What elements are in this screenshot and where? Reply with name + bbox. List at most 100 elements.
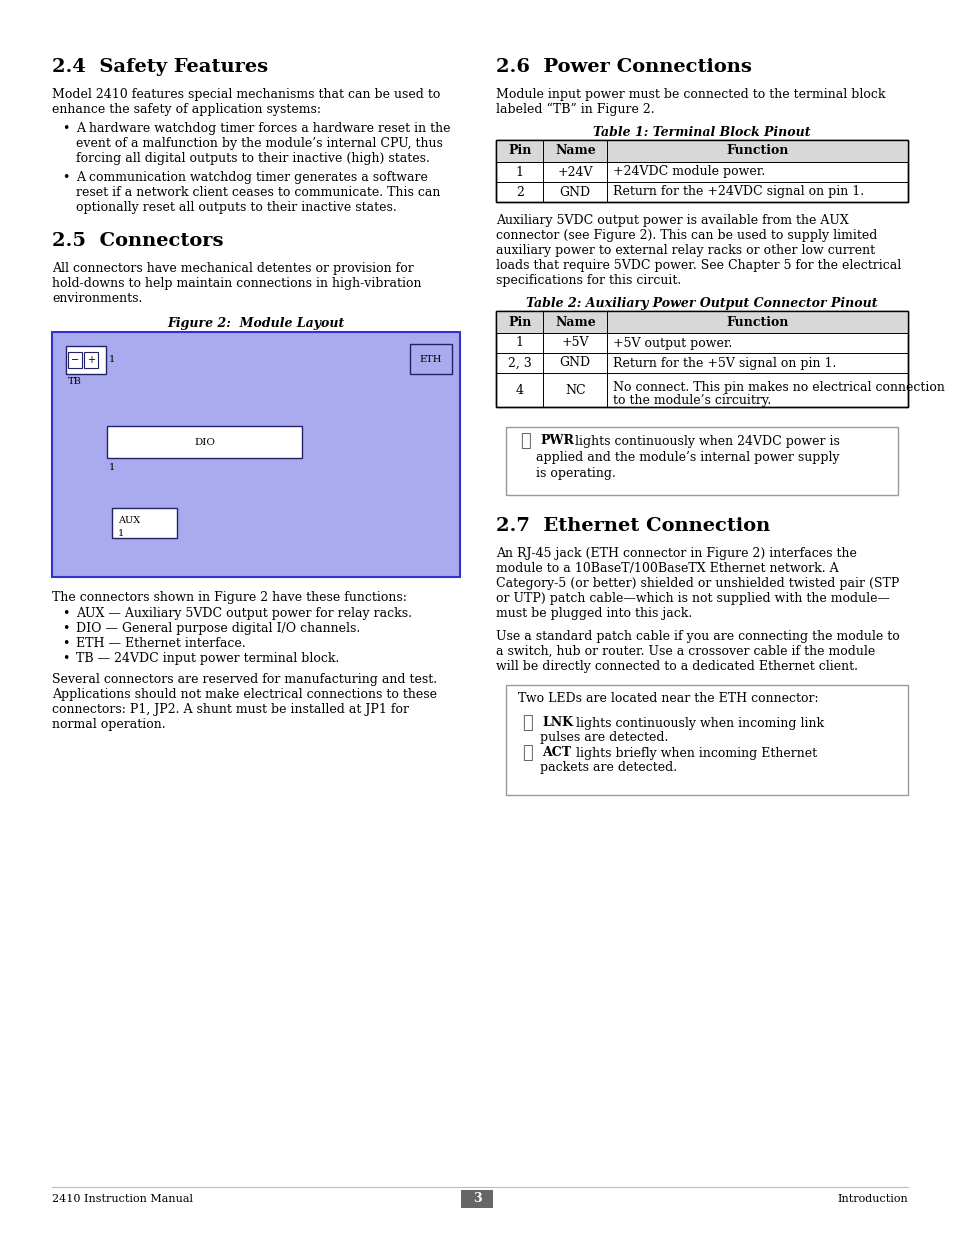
Text: to the module’s circuitry.: to the module’s circuitry. [613,394,771,408]
Text: 2.7  Ethernet Connection: 2.7 Ethernet Connection [496,517,769,535]
Text: Module input power must be connected to the terminal block: Module input power must be connected to … [496,88,884,101]
Bar [66,346,106,374]
Text: packets are detected.: packets are detected. [539,762,677,774]
Text: A communication watchdog timer generates a software: A communication watchdog timer generates… [76,170,428,184]
Text: Name: Name [555,315,595,329]
Bar [460,1191,493,1208]
Text: ETH: ETH [419,354,442,363]
Text: 2.4  Safety Features: 2.4 Safety Features [52,58,268,77]
Text: −: − [71,354,79,366]
Text: auxiliary power to external relay racks or other low current: auxiliary power to external relay racks … [496,245,874,257]
Bar [496,140,907,162]
Text: +5V output power.: +5V output power. [613,336,732,350]
Text: Figure 2:  Module Layout: Figure 2: Module Layout [167,317,344,330]
Text: Function: Function [725,144,788,158]
Text: Model 2410 features special mechanisms that can be used to: Model 2410 features special mechanisms t… [52,88,440,101]
Bar [496,140,907,203]
Text: 1: 1 [109,463,115,472]
Text: +: + [87,354,95,366]
Text: ☆: ☆ [520,432,531,450]
Bar [505,685,907,795]
Text: or UTP) patch cable—which is not supplied with the module—: or UTP) patch cable—which is not supplie… [496,592,889,605]
Text: +24V: +24V [557,165,593,179]
Text: Pin: Pin [507,144,531,158]
Bar [496,311,907,408]
Text: TB — 24VDC input power terminal block.: TB — 24VDC input power terminal block. [76,652,339,664]
Text: •: • [62,606,70,620]
Bar [496,311,907,408]
Text: Function: Function [725,315,788,329]
Text: No connect. This pin makes no electrical connection: No connect. This pin makes no electrical… [613,382,944,394]
Text: a switch, hub or router. Use a crossover cable if the module: a switch, hub or router. Use a crossover… [496,645,874,658]
Text: Return for the +24VDC signal on pin 1.: Return for the +24VDC signal on pin 1. [613,185,863,199]
Bar [68,352,82,368]
Text: LNK: LNK [541,716,573,730]
Text: 1: 1 [516,165,523,179]
Text: ☆: ☆ [522,714,533,732]
Text: Auxiliary 5VDC output power is available from the AUX: Auxiliary 5VDC output power is available… [496,214,848,227]
Bar [107,426,302,458]
Text: The connectors shown in Figure 2 have these functions:: The connectors shown in Figure 2 have th… [52,592,406,604]
Text: Return for the +5V signal on pin 1.: Return for the +5V signal on pin 1. [613,357,836,369]
Text: 1: 1 [118,529,124,537]
Bar [84,352,98,368]
Text: Name: Name [555,144,595,158]
Text: 2, 3: 2, 3 [507,357,531,369]
Text: ACT: ACT [541,746,571,760]
Text: Applications should not make electrical connections to these: Applications should not make electrical … [52,688,436,701]
Text: ETH — Ethernet interface.: ETH — Ethernet interface. [76,637,245,650]
Text: AUX — Auxiliary 5VDC output power for relay racks.: AUX — Auxiliary 5VDC output power for re… [76,606,412,620]
Text: event of a malfunction by the module’s internal CPU, thus: event of a malfunction by the module’s i… [76,137,442,149]
Text: module to a 10BaseT/100BaseTX Ethernet network. A: module to a 10BaseT/100BaseTX Ethernet n… [496,562,838,576]
Text: •: • [62,622,70,635]
Text: All connectors have mechanical detentes or provision for: All connectors have mechanical detentes … [52,262,414,275]
Text: 2: 2 [516,185,523,199]
Text: specifications for this circuit.: specifications for this circuit. [496,274,680,287]
Text: Introduction: Introduction [837,1194,907,1204]
Text: •: • [62,652,70,664]
Text: NC: NC [564,384,585,396]
Text: A hardware watchdog timer forces a hardware reset in the: A hardware watchdog timer forces a hardw… [76,122,450,135]
Text: Category-5 (or better) shielded or unshielded twisted pair (STP: Category-5 (or better) shielded or unshi… [496,577,899,590]
Bar [410,345,452,374]
Text: will be directly connected to a dedicated Ethernet client.: will be directly connected to a dedicate… [496,659,857,673]
Text: •: • [62,637,70,650]
Text: GND: GND [559,185,590,199]
Text: optionally reset all outputs to their inactive states.: optionally reset all outputs to their in… [76,201,396,214]
Text: 2410 Instruction Manual: 2410 Instruction Manual [52,1194,193,1204]
Text: normal operation.: normal operation. [52,718,166,731]
Text: +24VDC module power.: +24VDC module power. [613,165,764,179]
Text: ☆: ☆ [522,743,533,762]
Bar [112,508,177,538]
Text: Two LEDs are located near the ETH connector:: Two LEDs are located near the ETH connec… [517,692,818,704]
Text: 1: 1 [109,356,115,364]
Text: Table 1: Terminal Block Pinout: Table 1: Terminal Block Pinout [593,126,810,140]
Text: lights continuously when incoming link: lights continuously when incoming link [572,716,823,730]
Text: hold-downs to help maintain connections in high-vibration: hold-downs to help maintain connections … [52,277,421,290]
Bar [496,311,907,333]
Text: AUX: AUX [118,515,140,525]
Text: pulses are detected.: pulses are detected. [539,731,668,745]
Text: environments.: environments. [52,291,142,305]
Text: PWR: PWR [539,435,574,447]
Bar [52,332,459,577]
Text: DIO: DIO [193,437,214,447]
Text: 3: 3 [472,1193,481,1205]
Text: GND: GND [559,357,590,369]
Text: lights continuously when 24VDC power is: lights continuously when 24VDC power is [571,435,839,447]
Text: lights briefly when incoming Ethernet: lights briefly when incoming Ethernet [572,746,817,760]
Text: connector (see Figure 2). This can be used to supply limited: connector (see Figure 2). This can be us… [496,228,877,242]
Text: loads that require 5VDC power. See Chapter 5 for the electrical: loads that require 5VDC power. See Chapt… [496,259,901,272]
Text: +5V: +5V [561,336,588,350]
Bar [505,427,897,495]
Text: connectors: P1, JP2. A shunt must be installed at JP1 for: connectors: P1, JP2. A shunt must be ins… [52,703,409,716]
Text: applied and the module’s internal power supply: applied and the module’s internal power … [536,451,839,463]
Text: DIO — General purpose digital I/O channels.: DIO — General purpose digital I/O channe… [76,622,360,635]
Text: enhance the safety of application systems:: enhance the safety of application system… [52,103,320,116]
Text: 4: 4 [516,384,523,396]
Text: Several connectors are reserved for manufacturing and test.: Several connectors are reserved for manu… [52,673,436,685]
Text: Pin: Pin [507,315,531,329]
Text: An RJ-45 jack (ETH connector in Figure 2) interfaces the: An RJ-45 jack (ETH connector in Figure 2… [496,547,856,559]
Text: reset if a network client ceases to communicate. This can: reset if a network client ceases to comm… [76,186,440,199]
Text: Table 2: Auxiliary Power Output Connector Pinout: Table 2: Auxiliary Power Output Connecto… [526,296,877,310]
